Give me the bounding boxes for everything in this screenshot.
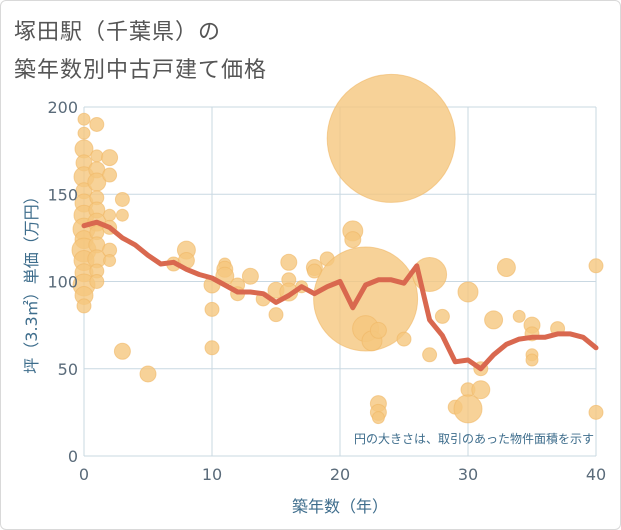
y-tick-label: 150 xyxy=(47,185,78,204)
bubble-point xyxy=(525,353,539,367)
bubble-point xyxy=(422,347,438,363)
y-tick-label: 0 xyxy=(68,447,78,466)
y-tick-label: 100 xyxy=(47,273,78,292)
x-tick-label: 0 xyxy=(79,465,89,484)
bubble-point xyxy=(369,321,387,339)
bubble-point xyxy=(113,342,131,360)
bubble-point xyxy=(484,310,504,330)
title-line-1: 塚田駅（千葉県）の xyxy=(14,20,222,45)
trend-line xyxy=(81,219,599,372)
x-tick-label: 30 xyxy=(458,465,478,484)
bubble-point xyxy=(434,308,450,324)
title-line-2: 築年数別中古戸建て価格 xyxy=(14,58,268,83)
bubble-point xyxy=(89,274,105,289)
bubble-point xyxy=(588,258,604,274)
bubble-point xyxy=(76,298,92,314)
bubble-point xyxy=(268,307,284,323)
bubble-point xyxy=(496,258,516,278)
chart-title: 塚田駅（千葉県）の 築年数別中古戸建て価格 xyxy=(14,14,267,90)
bubble-point xyxy=(103,208,117,222)
bubble-point xyxy=(101,149,119,167)
axis-ticks: 0 10 20 30 40 0 50 100 150 200 xyxy=(47,98,606,484)
bubble-point xyxy=(512,309,526,323)
bubble-point xyxy=(204,301,220,317)
bubble-point xyxy=(326,73,456,203)
size-annotation: 円の大きさは、取引のあった物件面積を示す xyxy=(354,431,594,446)
bubble-point xyxy=(77,126,91,140)
bubble-point xyxy=(204,340,220,356)
bubble-point xyxy=(344,231,362,249)
bubble-point xyxy=(471,380,491,400)
bubble-point xyxy=(457,281,479,303)
bubble-point xyxy=(453,394,483,424)
bubble-point xyxy=(102,167,118,183)
y-tick-label: 50 xyxy=(58,360,78,379)
y-tick-label: 200 xyxy=(47,98,78,117)
x-tick-label: 20 xyxy=(330,465,350,484)
x-tick-label: 10 xyxy=(202,465,222,484)
x-tick-label: 40 xyxy=(586,465,606,484)
bubble-point xyxy=(313,246,419,352)
x-axis-label: 築年数（年） xyxy=(292,497,388,516)
bubble-point xyxy=(89,116,105,132)
bubble-point xyxy=(90,149,104,163)
bubble-point xyxy=(114,191,130,207)
bubble-point xyxy=(396,331,412,347)
bubble-point xyxy=(77,112,91,126)
bubble-point xyxy=(280,253,298,271)
bubble-point xyxy=(588,404,604,420)
bubbles xyxy=(71,73,604,425)
bubble-point xyxy=(241,267,259,285)
bubble-point xyxy=(103,254,117,268)
bubble-point xyxy=(139,365,157,383)
bubble-point xyxy=(115,208,129,222)
bubble-point xyxy=(371,411,385,425)
y-axis-label: 坪（3.3㎡）単価（万円） xyxy=(22,188,41,373)
